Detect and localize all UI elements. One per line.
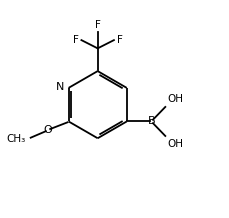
Text: B: B — [147, 116, 155, 126]
Text: F: F — [73, 35, 79, 45]
Text: OH: OH — [167, 139, 183, 149]
Text: O: O — [44, 125, 52, 135]
Text: OH: OH — [167, 94, 183, 104]
Text: F: F — [116, 35, 122, 45]
Text: CH₃: CH₃ — [6, 134, 25, 144]
Text: N: N — [56, 82, 64, 92]
Text: F: F — [94, 19, 100, 29]
